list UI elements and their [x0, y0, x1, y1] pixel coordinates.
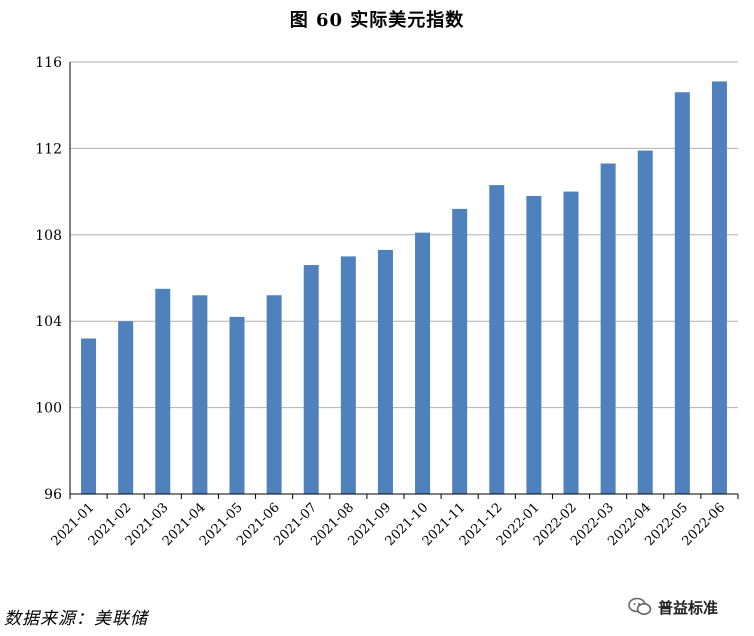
bar [600, 163, 616, 494]
bar [340, 256, 356, 494]
bar [155, 288, 171, 494]
bar [526, 195, 542, 495]
bar [489, 185, 505, 494]
y-tick-label: 100 [35, 401, 62, 417]
bar [674, 92, 690, 495]
bar [303, 265, 319, 494]
bar [81, 338, 97, 494]
bar [711, 81, 727, 494]
y-tick-label: 108 [35, 228, 62, 244]
y-tick-label: 104 [35, 314, 62, 330]
bar [192, 295, 208, 494]
bar [229, 316, 245, 494]
bar [563, 191, 579, 494]
bar [452, 208, 468, 494]
y-tick-label: 116 [35, 55, 62, 71]
bar [377, 249, 393, 494]
y-tick-label: 112 [35, 141, 62, 157]
bar [415, 232, 431, 494]
bar [266, 295, 282, 494]
axes [69, 62, 739, 499]
watermark-text: 普益标准 [658, 598, 719, 617]
bar [118, 321, 134, 494]
data-source-note: 数据来源：美联储 [4, 609, 148, 629]
watermark: 普益标准 [628, 596, 718, 618]
chart-title: 图 60 实际美元指数 [289, 10, 465, 31]
gridlines [70, 61, 738, 409]
y-tick-label: 96 [44, 487, 62, 503]
x-tick-labels: 2021-012021-022021-032021-042021-052021-… [49, 500, 729, 549]
bar [637, 150, 653, 494]
wechat-icon [628, 597, 652, 615]
bars [81, 81, 727, 495]
y-tick-labels: 96 100 104 108 112 116 [35, 55, 62, 503]
